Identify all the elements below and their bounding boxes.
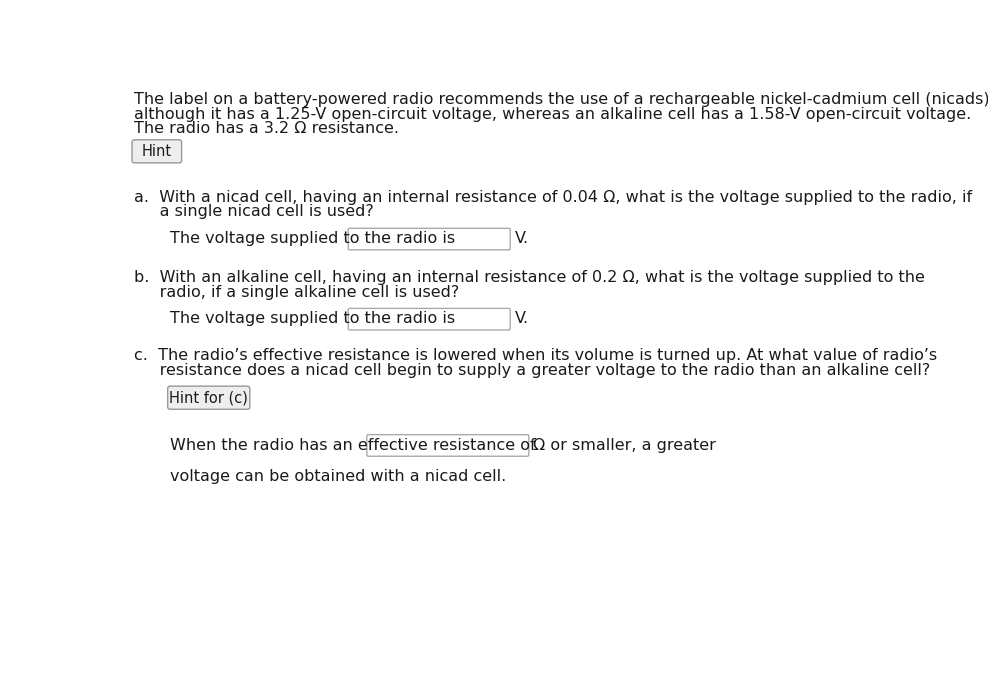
Text: a.  With a nicad cell, having an internal resistance of 0.04 Ω, what is the volt: a. With a nicad cell, having an internal… (134, 190, 972, 205)
Text: Ω or smaller, a greater: Ω or smaller, a greater (534, 438, 716, 453)
Text: Hint for (c): Hint for (c) (169, 390, 248, 406)
Text: resistance does a nicad cell begin to supply a greater voltage to the radio than: resistance does a nicad cell begin to su… (134, 363, 931, 378)
Text: Hint: Hint (141, 144, 172, 159)
FancyBboxPatch shape (348, 309, 510, 330)
Text: although it has a 1.25-V open-circuit voltage, whereas an alkaline cell has a 1.: although it has a 1.25-V open-circuit vo… (134, 107, 971, 122)
FancyBboxPatch shape (132, 139, 182, 163)
FancyBboxPatch shape (168, 386, 250, 410)
FancyBboxPatch shape (367, 435, 529, 456)
Text: The radio has a 3.2 Ω resistance.: The radio has a 3.2 Ω resistance. (134, 121, 399, 136)
Text: radio, if a single alkaline cell is used?: radio, if a single alkaline cell is used… (134, 284, 459, 299)
Text: voltage can be obtained with a nicad cell.: voltage can be obtained with a nicad cel… (170, 469, 506, 484)
Text: a single nicad cell is used?: a single nicad cell is used? (134, 204, 374, 219)
Text: The voltage supplied to the radio is: The voltage supplied to the radio is (170, 232, 455, 246)
Text: b.  With an alkaline cell, having an internal resistance of 0.2 Ω, what is the v: b. With an alkaline cell, having an inte… (134, 270, 925, 285)
Text: The voltage supplied to the radio is: The voltage supplied to the radio is (170, 311, 455, 326)
Text: The label on a battery-powered radio recommends the use of a rechargeable nickel: The label on a battery-powered radio rec… (134, 92, 988, 107)
Text: V.: V. (515, 232, 529, 246)
Text: V.: V. (515, 311, 529, 326)
Text: When the radio has an effective resistance of: When the radio has an effective resistan… (170, 438, 535, 453)
FancyBboxPatch shape (348, 228, 510, 250)
Text: c.  The radio’s effective resistance is lowered when its volume is turned up. At: c. The radio’s effective resistance is l… (134, 349, 938, 364)
